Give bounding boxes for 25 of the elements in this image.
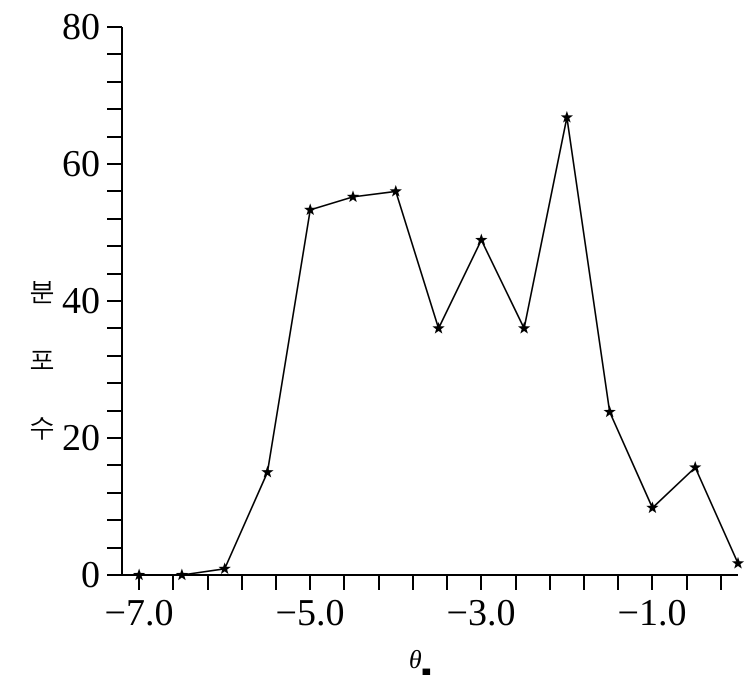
- point: [518, 322, 530, 334]
- point: [560, 110, 574, 123]
- x-tick-label: −5.0: [276, 592, 344, 634]
- point: [390, 184, 402, 197]
- x-tick-label: −1.0: [618, 592, 686, 634]
- point: [132, 568, 146, 580]
- point: [261, 466, 274, 478]
- point: [475, 234, 488, 246]
- y-tick-label: 60: [62, 143, 100, 185]
- point: [176, 568, 188, 580]
- x-tick-label: −7.0: [104, 592, 174, 634]
- y-tick-label: 80: [62, 6, 100, 48]
- point: [646, 501, 659, 514]
- point: [346, 190, 360, 202]
- point: [304, 203, 316, 216]
- y-tick-label: 0: [81, 554, 100, 596]
- y-tick-label: 20: [62, 417, 100, 459]
- x-tick-label: −3.0: [446, 592, 516, 634]
- point: [732, 556, 744, 569]
- y-tick-label: 40: [62, 280, 100, 322]
- point: [689, 460, 702, 473]
- point: [432, 322, 445, 334]
- point: [603, 405, 616, 418]
- text: 분포수: [29, 277, 55, 443]
- point: [218, 562, 231, 574]
